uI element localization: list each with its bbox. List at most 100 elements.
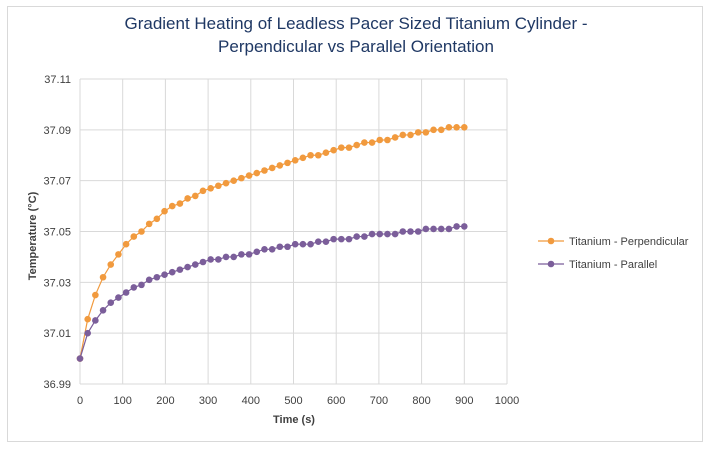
series-line [79,126,465,359]
data-point [445,225,453,233]
x-tick-label: 500 [284,395,302,407]
data-point [276,162,284,169]
data-point [84,315,91,323]
x-tick-label: 400 [242,395,260,407]
legend-label: Titanium - Parallel [569,259,657,271]
data-point [76,355,84,362]
data-point [384,136,391,144]
data-point [291,157,299,164]
data-point [153,273,161,281]
data-point [461,223,468,230]
legend-entry: Titanium - Parallel [538,259,657,271]
data-point [107,299,115,306]
data-point [299,240,307,248]
data-point [253,169,261,177]
chart-title: Gradient Heating of Leadless Pacer Sized… [0,12,712,58]
data-point [245,172,253,179]
data-point [176,200,184,207]
data-point [207,184,214,192]
data-point [261,167,268,174]
data-point [399,228,407,235]
data-point [99,273,107,281]
x-tick-label: 800 [412,395,430,407]
data-point [453,123,460,131]
data-point [338,235,345,243]
data-point [314,151,322,159]
y-tick-label: 37.01 [43,328,71,340]
data-point [376,230,384,238]
data-point [422,129,430,136]
data-point [168,268,176,276]
y-tick-label: 37.11 [44,74,71,86]
legend: Titanium - Perpendicular Titanium - Paral… [538,236,689,271]
data-point [222,179,230,187]
data-point [122,240,130,248]
data-point [130,233,138,240]
data-point [238,251,245,258]
x-tick-label: 600 [327,395,345,407]
data-point [345,144,353,151]
data-point [230,177,238,184]
series-group [76,123,468,362]
legend-entry: Titanium - Perpendicular [538,236,689,248]
x-tick-label: 1000 [495,395,519,407]
data-point [384,230,391,238]
y-tick-label: 37.07 [43,176,71,188]
data-point [307,151,314,159]
x-tick-label: 0 [77,395,83,407]
data-point [368,139,376,146]
data-point [138,281,145,289]
series-parallel [76,223,468,362]
data-point [253,248,261,256]
data-point [261,245,268,253]
legend-label: Titanium - Perpendicular [569,236,689,248]
legend-marker [547,237,555,245]
data-point [353,233,360,240]
data-point [130,284,138,291]
data-point [191,192,199,200]
data-point [230,253,238,261]
data-point [107,261,115,268]
data-point [284,243,291,251]
data-point [138,228,145,235]
series-perpendicular [76,123,468,362]
data-point [184,263,191,271]
data-point [376,136,384,144]
data-point [322,238,330,245]
data-point [461,123,468,131]
data-point [161,271,168,279]
data-point [437,225,445,233]
data-point [299,154,307,162]
y-tick-label: 37.03 [43,277,71,289]
y-tick-label: 36.99 [43,379,71,391]
chart-title-line-2: Perpendicular vs Parallel Orientation [218,37,494,56]
data-point [199,187,207,195]
x-tick-label: 100 [114,395,132,407]
data-point [99,306,107,314]
legend-marker [547,260,555,268]
data-point [291,240,299,248]
chart-title-line-1: Gradient Heating of Leadless Pacer Sized… [124,14,588,33]
data-point [199,258,207,266]
data-point [453,223,460,230]
data-point [430,126,437,134]
data-point [361,233,368,240]
data-point [307,240,314,248]
data-point [268,245,276,253]
data-point [268,164,276,172]
data-point [391,230,399,238]
data-point [92,317,99,324]
data-point [284,159,291,167]
data-point [161,207,168,215]
x-tick-label: 300 [199,395,217,407]
y-tick-label: 37.09 [43,125,71,137]
x-tick-label: 900 [455,395,473,407]
data-point [330,146,337,154]
data-point [414,228,422,235]
data-point [430,225,437,233]
data-point [399,131,407,139]
data-point [422,225,430,233]
data-point [176,266,184,273]
data-point [145,276,153,284]
